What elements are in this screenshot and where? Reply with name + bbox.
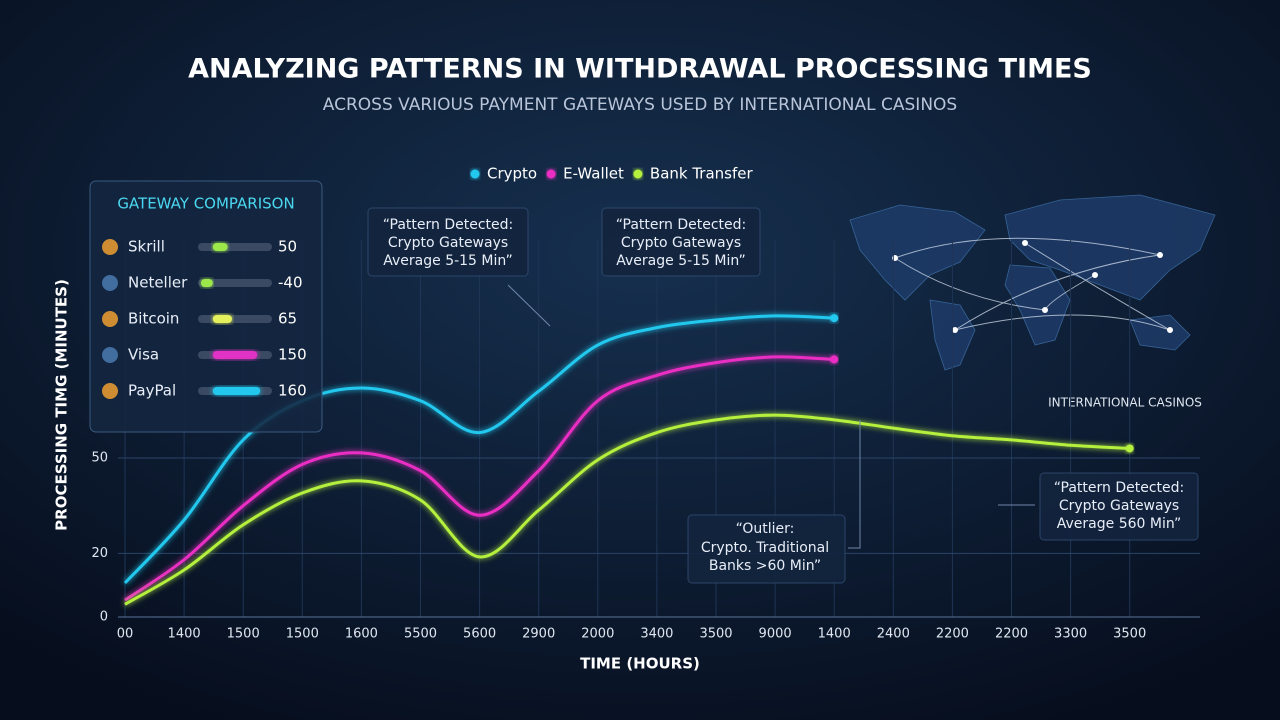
plot-area: 0 20 50 00 1400 1500 1500 1600 5500 5600 2900 2000 3…	[91, 240, 1200, 642]
legend-label: Crypto	[487, 165, 537, 183]
value-label: 160	[278, 382, 307, 400]
y-tick-label: 50	[91, 451, 108, 466]
annotation: “Pattern Detected: Crypto Gateways Avera…	[367, 207, 551, 327]
bar	[200, 279, 213, 287]
x-tick-label: 2900	[522, 627, 555, 642]
x-tick-label: 1400	[818, 627, 851, 642]
bar-track	[198, 243, 272, 251]
legend: Crypto E-Wallet Bank Transfer	[470, 165, 754, 183]
series-line	[124, 413, 1130, 606]
y-tick-label: 0	[100, 610, 108, 625]
annotation-text: “Pattern Detected:	[1054, 480, 1185, 496]
legend-swatch	[546, 169, 556, 179]
x-tick-label: 00	[117, 627, 134, 642]
x-tick-label: 2200	[995, 627, 1028, 642]
y-tick-label: 20	[91, 546, 108, 561]
annotation-text: Banks >60 Min”	[709, 558, 821, 574]
x-tick-label: 3500	[1113, 627, 1146, 642]
gateway-icon	[102, 347, 118, 363]
gateway-panel: GATEWAY COMPARISON Skrill 50 Neteller -40 Bi…	[89, 180, 323, 433]
annotation-text: “Pattern Detected:	[383, 217, 514, 233]
end-dot	[830, 314, 839, 323]
x-tick-label: 1500	[286, 627, 319, 642]
bar	[212, 351, 258, 359]
value-label: -40	[278, 274, 303, 292]
gateway-label: PayPal	[128, 382, 176, 400]
x-tick-label: 5600	[463, 627, 496, 642]
bar	[212, 315, 233, 323]
x-tick-label: 9000	[759, 627, 792, 642]
value-label: 150	[278, 346, 307, 364]
end-dot	[830, 355, 839, 364]
x-tick-label: 2000	[581, 627, 614, 642]
annotation-text: Crypto Gateways	[621, 235, 741, 251]
annotation-text: Average 560 Min”	[1057, 516, 1181, 532]
x-tick-label: 2400	[877, 627, 910, 642]
series-line	[124, 355, 835, 602]
annotation-text: Average 5-15 Min”	[616, 253, 746, 269]
x-tick-label: 1500	[227, 627, 260, 642]
x-tick-label: 5500	[404, 627, 437, 642]
x-axis-label: TIME (HOURS)	[580, 655, 700, 673]
series-line	[123, 314, 835, 585]
x-tick-label: 3500	[699, 627, 732, 642]
bar-track	[198, 279, 272, 287]
map-label: INTERNATIONAL CASINOS	[1048, 396, 1202, 410]
y-axis-label: PROCESSING TIMG (MINUTES)	[53, 279, 71, 531]
annotation: “Outlier: Crypto. Traditional Banks >60 …	[687, 420, 861, 584]
gateway-label: Visa	[128, 346, 159, 364]
annotation-text: Average 5-15 Min”	[383, 253, 513, 269]
x-tick-label: 1600	[345, 627, 378, 642]
panel-title: GATEWAY COMPARISON	[117, 195, 294, 213]
annotation-text: Crypto. Traditional	[701, 540, 829, 556]
world-map	[849, 194, 1216, 371]
gateway-label: Bitcoin	[128, 310, 179, 328]
annotation: “Pattern Detected: Crypto Gateways Avera…	[998, 472, 1199, 541]
x-tick-label: 1400	[168, 627, 201, 642]
gateway-icon	[102, 311, 118, 327]
chart-subtitle: ACROSS VARIOUS PAYMENT GATEWAYS USED BY …	[323, 95, 957, 115]
bar	[212, 243, 228, 251]
gateway-label: Skrill	[128, 238, 165, 256]
gateway-icon	[102, 275, 118, 291]
legend-swatch	[633, 169, 643, 179]
x-tick-label: 3400	[640, 627, 673, 642]
gateway-icon	[102, 383, 118, 399]
gateway-icon	[102, 239, 118, 255]
value-label: 65	[278, 310, 297, 328]
annotation-text: Crypto Gateways	[1059, 498, 1179, 514]
legend-swatch	[470, 169, 480, 179]
annotation-text: “Pattern Detected:	[616, 217, 747, 233]
bar	[212, 387, 261, 395]
annotation-text: “Outlier:	[736, 521, 795, 537]
annotation: “Pattern Detected: Crypto Gateways Avera…	[601, 207, 761, 277]
value-label: 50	[278, 238, 297, 256]
x-tick-label: 2200	[936, 627, 969, 642]
end-dot	[1125, 444, 1134, 453]
chart-title: ANALYZING PATTERNS IN WITHDRAWAL PROCESS…	[188, 54, 1092, 85]
annotation-text: Crypto Gateways	[388, 235, 508, 251]
legend-label: Bank Transfer	[650, 165, 754, 183]
bar-track	[198, 315, 272, 323]
gateway-label: Neteller	[128, 274, 188, 292]
x-tick-label: 3300	[1054, 627, 1087, 642]
legend-label: E-Wallet	[563, 165, 624, 183]
